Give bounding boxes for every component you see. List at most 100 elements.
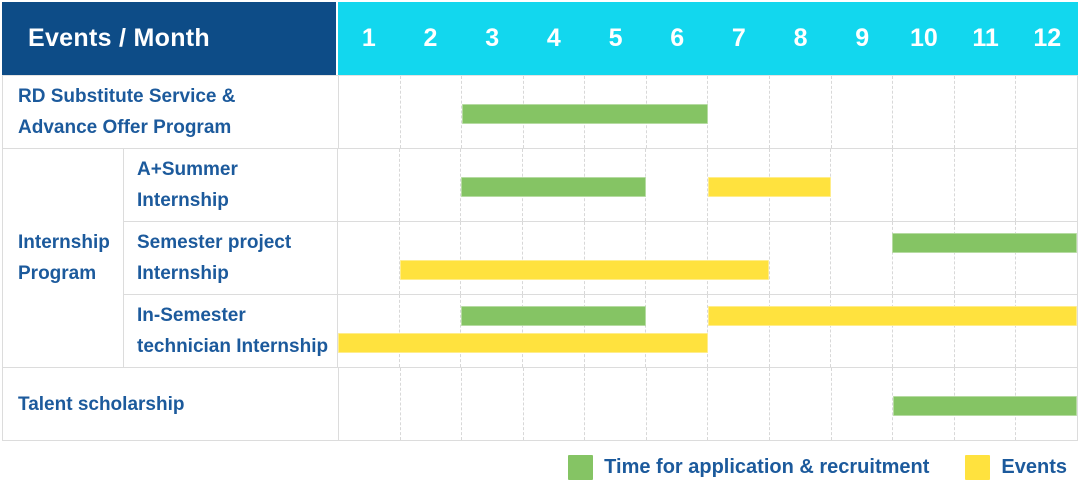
month-cell xyxy=(522,222,584,294)
month-cell xyxy=(460,149,522,221)
month-cell xyxy=(768,295,831,367)
month-cell xyxy=(769,368,831,440)
month-cell xyxy=(522,295,584,367)
legend-item-application: Time for application & recruitment xyxy=(568,455,929,480)
month-header-4: 4 xyxy=(546,24,561,52)
month-cell xyxy=(892,149,954,221)
row-label-line: Talent scholarship xyxy=(18,393,185,415)
month-cell xyxy=(769,76,831,148)
row-timeline xyxy=(338,222,1077,294)
schedule-row: Talent scholarship xyxy=(3,367,1077,440)
month-header-12: 12 xyxy=(1033,24,1062,52)
month-cell xyxy=(1015,295,1077,367)
month-cell xyxy=(830,295,892,367)
row-timeline xyxy=(339,76,1077,148)
month-cell xyxy=(892,295,954,367)
month-header-9: 9 xyxy=(855,24,870,52)
schedule-row: Semester project Internship xyxy=(124,221,1077,294)
row-label-line: Internship xyxy=(137,190,229,211)
month-cell xyxy=(338,222,399,294)
month-cell xyxy=(1015,76,1077,148)
month-cell xyxy=(1015,149,1077,221)
row-timeline xyxy=(338,295,1077,367)
month-header-7: 7 xyxy=(731,24,746,52)
group-sub-rows: A+Summer Internship Semester project Intern… xyxy=(124,149,1077,367)
group-label: Internship Program xyxy=(3,149,124,367)
group-label-line: Program xyxy=(18,263,97,284)
row-label: Semester project Internship xyxy=(124,222,338,294)
month-cell xyxy=(953,76,1016,148)
month-cell xyxy=(707,295,769,367)
schedule-row: A+Summer Internship xyxy=(124,149,1077,221)
legend-label-application: Time for application & recruitment xyxy=(604,456,930,478)
month-cell xyxy=(460,295,522,367)
table-header-row: Events / Month 1 2 3 4 5 6 7 8 9 10 11 12 xyxy=(2,2,1078,75)
events-bar-month-7-to-8 xyxy=(707,177,831,197)
application-color-swatch xyxy=(568,455,594,480)
row-label-line: Semester project xyxy=(137,232,292,253)
application-bar-month-10-to-12 xyxy=(892,396,1077,416)
month-cell xyxy=(953,149,1016,221)
month-header-8: 8 xyxy=(793,24,808,52)
row-timeline xyxy=(339,368,1077,440)
month-header-5: 5 xyxy=(608,24,623,52)
application-bar-month-10-to-12 xyxy=(892,233,1077,253)
month-cell xyxy=(830,149,892,221)
month-header-10: 10 xyxy=(909,24,938,52)
month-cell xyxy=(953,295,1016,367)
month-cell xyxy=(398,222,461,294)
month-cell xyxy=(461,368,523,440)
schedule-gantt-table: Events / Month 1 2 3 4 5 6 7 8 9 10 11 12 RD Substi… xyxy=(2,2,1078,441)
events-month-header-cell: Events / Month xyxy=(2,2,338,75)
month-cell xyxy=(830,222,892,294)
application-bar-month-3-to-5 xyxy=(461,177,646,197)
table-body: RD Substitute Service & Advance Offer Pro… xyxy=(2,75,1078,441)
schedule-row: RD Substitute Service & Advance Offer Pro… xyxy=(3,76,1077,148)
month-cell xyxy=(399,368,462,440)
month-cell xyxy=(707,76,769,148)
events-bar-month-2-to-7 xyxy=(399,260,770,280)
month-cell xyxy=(338,295,399,367)
events-bar-month-7-to-12 xyxy=(707,306,1077,326)
legend-item-events: Events xyxy=(965,455,1067,480)
month-header-2: 2 xyxy=(423,24,438,52)
events-color-swatch xyxy=(965,455,991,480)
month-cell xyxy=(339,76,400,148)
month-header-strip: 1 2 3 4 5 6 7 8 9 10 11 12 xyxy=(338,2,1078,75)
row-label-line: Internship xyxy=(137,263,229,284)
row-label-line: In-Semester xyxy=(137,305,246,326)
legend-label-events: Events xyxy=(1001,456,1067,478)
month-cell xyxy=(892,76,954,148)
month-cell xyxy=(892,222,954,294)
month-cell xyxy=(645,222,707,294)
row-label-line: technician Internship xyxy=(137,336,329,357)
application-bar-month-3-to-6 xyxy=(462,104,708,124)
month-cell xyxy=(398,149,461,221)
group-label-line: Internship xyxy=(18,232,110,253)
month-cell xyxy=(707,368,769,440)
legend: Time for application & recruitment Event… xyxy=(568,455,1067,480)
month-cell xyxy=(645,368,708,440)
month-header-6: 6 xyxy=(670,24,685,52)
month-cell xyxy=(522,368,585,440)
month-cell xyxy=(583,222,646,294)
month-cell xyxy=(399,76,462,148)
month-cell xyxy=(768,222,831,294)
row-timeline xyxy=(338,149,1077,221)
row-label-line: A+Summer xyxy=(137,159,238,180)
month-header-1: 1 xyxy=(361,24,376,52)
row-group: Internship Program A+Summer Internship Semes… xyxy=(3,148,1077,367)
events-bar-month-1-to-6 xyxy=(338,333,708,353)
month-cell xyxy=(645,295,707,367)
month-cell xyxy=(398,295,461,367)
row-label-line: Advance Offer Program xyxy=(18,117,232,138)
month-cell xyxy=(707,222,769,294)
month-header-3: 3 xyxy=(485,24,500,52)
month-cell xyxy=(1015,222,1077,294)
row-label-line: RD Substitute Service & xyxy=(18,86,236,107)
month-cell xyxy=(584,368,646,440)
month-header-11: 11 xyxy=(972,24,999,52)
row-label: RD Substitute Service & Advance Offer Pro… xyxy=(3,76,339,148)
schedule-row: In-Semester technician Internship xyxy=(124,294,1077,367)
month-cell xyxy=(830,368,893,440)
